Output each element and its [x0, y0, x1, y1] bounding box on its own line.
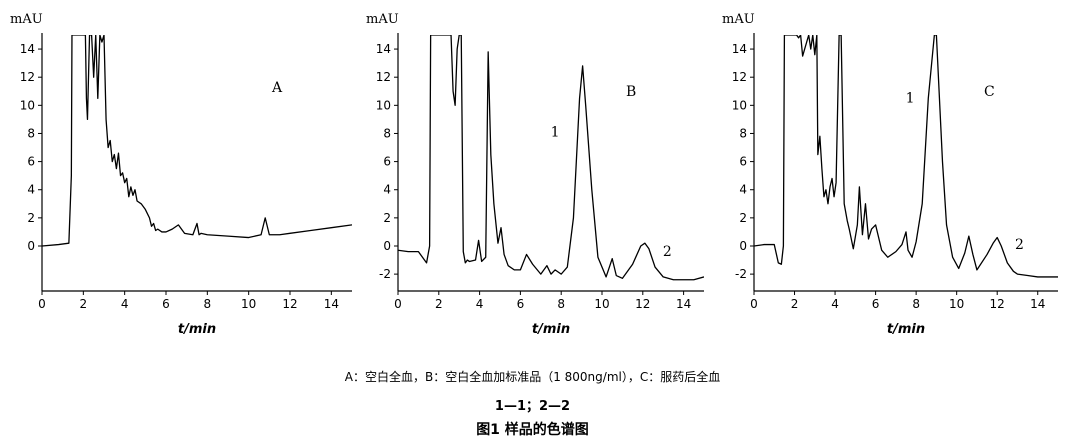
chromatogram-trace — [42, 35, 352, 247]
figure-caption-title: 图1 样品的色谱图 — [476, 422, 589, 438]
x-tick-label: 12 — [635, 297, 650, 311]
x-tick-label: 0 — [394, 297, 402, 311]
y-tick-label: 10 — [20, 98, 35, 112]
x-tick-label: 8 — [557, 297, 565, 311]
x-tick-label: 14 — [324, 297, 339, 311]
x-tick-label: 8 — [204, 297, 212, 311]
figure-caption-peaks: 1—1；2—2 — [494, 399, 571, 414]
y-tick-label: 6 — [383, 155, 391, 169]
y-tick-label: 8 — [27, 126, 35, 140]
x-tick-label: 2 — [435, 297, 443, 311]
x-tick-label: 12 — [282, 297, 297, 311]
y-tick-label: 12 — [20, 70, 35, 84]
peak-label: 2 — [663, 244, 672, 260]
x-tick-label: 0 — [750, 297, 758, 311]
y-tick-label: 2 — [739, 211, 747, 225]
x-axis-label: t/min — [532, 322, 570, 337]
y-tick-label: 0 — [739, 239, 747, 253]
chromatogram-trace — [754, 35, 1058, 278]
x-tick-label: 8 — [912, 297, 920, 311]
y-tick-label: 2 — [27, 211, 35, 225]
panel-label: C — [984, 84, 995, 100]
y-tick-label: 4 — [383, 183, 391, 197]
x-tick-label: 6 — [517, 297, 525, 311]
x-tick-label: 4 — [121, 297, 129, 311]
x-tick-label: 14 — [1030, 297, 1045, 311]
y-tick-label: 6 — [739, 155, 747, 169]
x-tick-label: 2 — [80, 297, 88, 311]
peak-label: 1 — [906, 91, 915, 107]
panel-label: B — [626, 84, 636, 100]
x-tick-label: 10 — [949, 297, 964, 311]
y-tick-label: 12 — [376, 70, 391, 84]
y-axis-label: mAU — [366, 12, 399, 27]
x-tick-label: 6 — [872, 297, 880, 311]
figure-caption-legend: A：空白全血，B：空白全血加标准品（1 800ng/ml），C：服药后全血 — [344, 370, 721, 384]
x-tick-label: 10 — [241, 297, 256, 311]
y-tick-label: 0 — [383, 239, 391, 253]
peak-label: 2 — [1015, 237, 1024, 253]
y-tick-label: 2 — [383, 211, 391, 225]
x-tick-label: 10 — [594, 297, 609, 311]
y-axis-label: mAU — [10, 12, 43, 27]
y-tick-label: 8 — [739, 126, 747, 140]
y-tick-label: 14 — [732, 42, 747, 56]
y-tick-label: 12 — [732, 70, 747, 84]
y-tick-label: 10 — [732, 98, 747, 112]
y-tick-label: 0 — [27, 239, 35, 253]
y-tick-label: 10 — [376, 98, 391, 112]
y-tick-label: 14 — [20, 42, 35, 56]
x-tick-label: 6 — [162, 297, 170, 311]
y-tick-label: 4 — [27, 183, 35, 197]
x-tick-label: 12 — [990, 297, 1005, 311]
panel-label: A — [271, 80, 283, 96]
x-tick-label: 2 — [791, 297, 799, 311]
y-tick-label: 6 — [27, 155, 35, 169]
chart-panel-a: 0 2 4 6 8 10 12 14 0 2 4 6 8 10 12 14 mAU t/min A — [10, 12, 352, 337]
x-tick-label: 14 — [676, 297, 691, 311]
x-tick-label: 4 — [831, 297, 839, 311]
y-tick-label: -2 — [735, 267, 747, 281]
peak-label: 1 — [551, 124, 560, 140]
chromatogram-trace — [398, 35, 704, 281]
x-tick-label: 0 — [38, 297, 46, 311]
x-tick-label: 4 — [476, 297, 484, 311]
y-axis-label: mAU — [722, 12, 755, 27]
x-axis-label: t/min — [178, 322, 216, 337]
y-tick-label: 4 — [739, 183, 747, 197]
x-axis-label: t/min — [887, 322, 925, 337]
y-tick-label: 14 — [376, 42, 391, 56]
y-tick-label: -2 — [379, 267, 391, 281]
y-tick-label: 8 — [383, 126, 391, 140]
